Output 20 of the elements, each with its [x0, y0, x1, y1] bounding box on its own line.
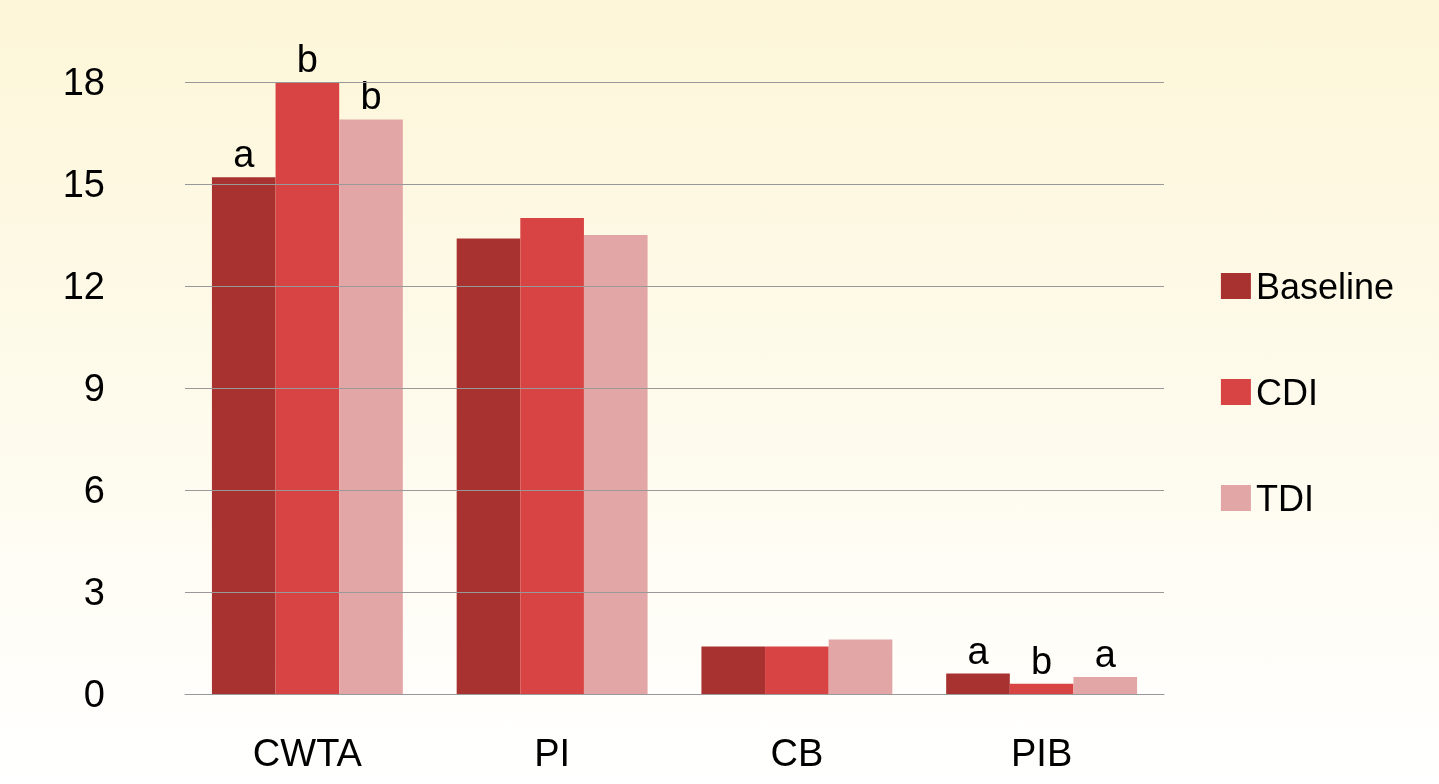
data-label: b — [1031, 639, 1053, 682]
data-label: b — [296, 38, 318, 80]
data-label: a — [233, 133, 256, 176]
y-tick-label: 15 — [62, 163, 105, 205]
y-tick-label: 12 — [62, 265, 105, 307]
y-tick-label: 3 — [83, 571, 105, 613]
x-tick-label: PIB — [1011, 732, 1073, 774]
x-tick-label: CWTA — [252, 732, 363, 774]
y-tick-label: 9 — [83, 367, 105, 409]
data-label: b — [360, 75, 382, 118]
legend-label: CDI — [1255, 371, 1318, 413]
y-tick-label: 0 — [83, 673, 105, 715]
data-label: a — [967, 629, 990, 672]
y-tick-label: 18 — [62, 61, 105, 103]
data-label: a — [1094, 633, 1117, 675]
y-tick-label: 6 — [83, 469, 105, 511]
x-tick-label: CB — [770, 732, 824, 774]
x-tick-label: PI — [534, 732, 571, 774]
legend-label: TDI — [1255, 477, 1314, 519]
legend-label: Baseline — [1255, 265, 1394, 307]
